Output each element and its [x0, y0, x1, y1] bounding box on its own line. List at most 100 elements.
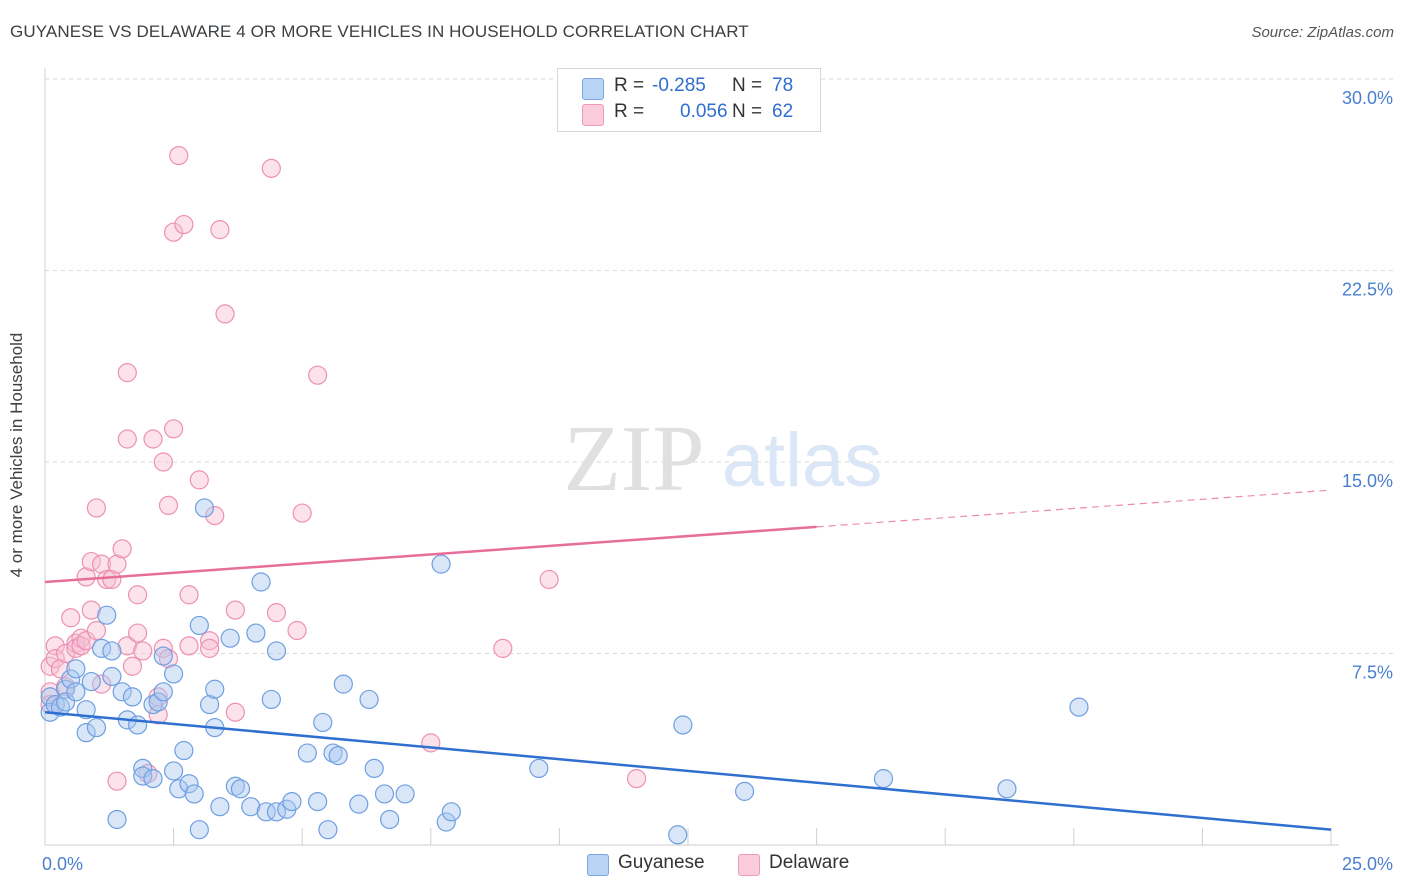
guyanese-point [153, 682, 173, 702]
delaware-point [66, 638, 86, 658]
delaware-point [133, 641, 153, 661]
guyanese-point [323, 743, 343, 763]
delaware-point [189, 470, 209, 490]
delaware-point [76, 631, 96, 651]
delaware-point [169, 146, 189, 166]
delaware-point [117, 429, 137, 449]
delaware-legend-swatch [738, 854, 760, 876]
delaware-point [164, 419, 184, 439]
y-tick-label: 22.5% [1342, 280, 1393, 300]
guyanese-point [184, 784, 204, 804]
y-tick-label: 30.0% [1342, 88, 1393, 108]
delaware-point [174, 214, 194, 235]
guyanese-point [127, 715, 148, 735]
guyanese-point [102, 641, 122, 661]
delaware-point [158, 649, 179, 669]
delaware-point [225, 702, 245, 722]
delaware-point [200, 631, 220, 651]
guyanese-point [143, 769, 163, 789]
delaware-point [266, 603, 287, 623]
guyanese-point [395, 784, 415, 804]
delaware-trend-line [44, 525, 817, 584]
delaware-point [261, 158, 281, 178]
delaware-point [308, 365, 328, 385]
guyanese-legend-swatch [587, 854, 609, 876]
guyanese-point [205, 679, 225, 699]
legend-r-label: R = [614, 101, 645, 122]
guyanese-point [179, 774, 199, 794]
guyanese-point [189, 820, 209, 840]
delaware-point [292, 503, 312, 523]
guyanese-trend-line [44, 710, 1332, 831]
guyanese-point [529, 758, 549, 779]
guyanese-points [40, 498, 1089, 845]
delaware-point [81, 600, 101, 620]
guyanese-point [55, 692, 76, 712]
delaware-points [40, 146, 647, 791]
guyanese-point [328, 746, 348, 766]
guyanese-point [241, 797, 261, 817]
delaware-point [61, 608, 81, 628]
legend-n-label: N = [732, 75, 763, 96]
delaware-point [117, 363, 137, 383]
guyanese-point [143, 694, 163, 715]
guyanese-point [380, 809, 400, 830]
delaware-point [138, 763, 158, 784]
watermark-zip: ZIP [564, 407, 705, 511]
delaware-point [91, 554, 112, 574]
delaware-point [626, 769, 647, 789]
guyanese-point [122, 687, 143, 707]
delaware-point [127, 585, 148, 605]
guyanese-point [66, 659, 86, 679]
delaware-point [200, 638, 220, 658]
guyanese-point [668, 825, 688, 845]
axes [44, 68, 1339, 846]
delaware-n-value: 62 [772, 101, 794, 122]
guyanese-r-value: -0.285 [652, 75, 706, 96]
guyanese-point [164, 664, 184, 684]
delaware-point [112, 539, 132, 559]
x-tick-label-min: 0.0% [42, 854, 83, 874]
guyanese-point [734, 781, 755, 801]
guyanese-point [1069, 697, 1089, 717]
guyanese-point [148, 692, 168, 712]
guyanese-swatch [582, 78, 604, 100]
x-tick-label-max: 25.0% [1342, 854, 1393, 874]
delaware-trend-extension [816, 489, 1332, 528]
guyanese-point [169, 779, 189, 799]
guyanese-point [997, 779, 1017, 799]
guyanese-point [200, 694, 220, 715]
delaware-point [215, 304, 235, 324]
guyanese-point [76, 723, 96, 743]
guyanese-point [66, 682, 86, 702]
source-credit: Source: ZipAtlas.com [1251, 24, 1394, 41]
delaware-point [164, 222, 184, 242]
delaware-point [102, 569, 122, 590]
guyanese-point [431, 554, 451, 574]
delaware-point [225, 600, 245, 620]
delaware-point [76, 567, 96, 587]
delaware-point [107, 554, 127, 574]
delaware-point [205, 506, 225, 526]
chart-title: GUYANESE VS DELAWARE 4 OR MORE VEHICLES … [10, 22, 749, 41]
gridlines [45, 78, 1393, 654]
guyanese-point [297, 743, 317, 763]
delaware-point [153, 638, 173, 658]
delaware-point [86, 620, 107, 641]
delaware-point [50, 659, 71, 679]
guyanese-point [441, 802, 461, 822]
guyanese-point [873, 769, 894, 789]
guyanese-point [50, 697, 71, 717]
delaware-point [117, 636, 137, 656]
delaware-point [45, 649, 65, 669]
guyanese-point [112, 682, 132, 702]
guyanese-point [282, 791, 302, 812]
guyanese-point [210, 797, 230, 817]
delaware-point [287, 620, 307, 641]
guyanese-point [97, 605, 117, 625]
guyanese-point [133, 758, 153, 779]
guyanese-point [673, 715, 693, 735]
delaware-point [153, 452, 173, 472]
delaware-point [539, 569, 559, 590]
